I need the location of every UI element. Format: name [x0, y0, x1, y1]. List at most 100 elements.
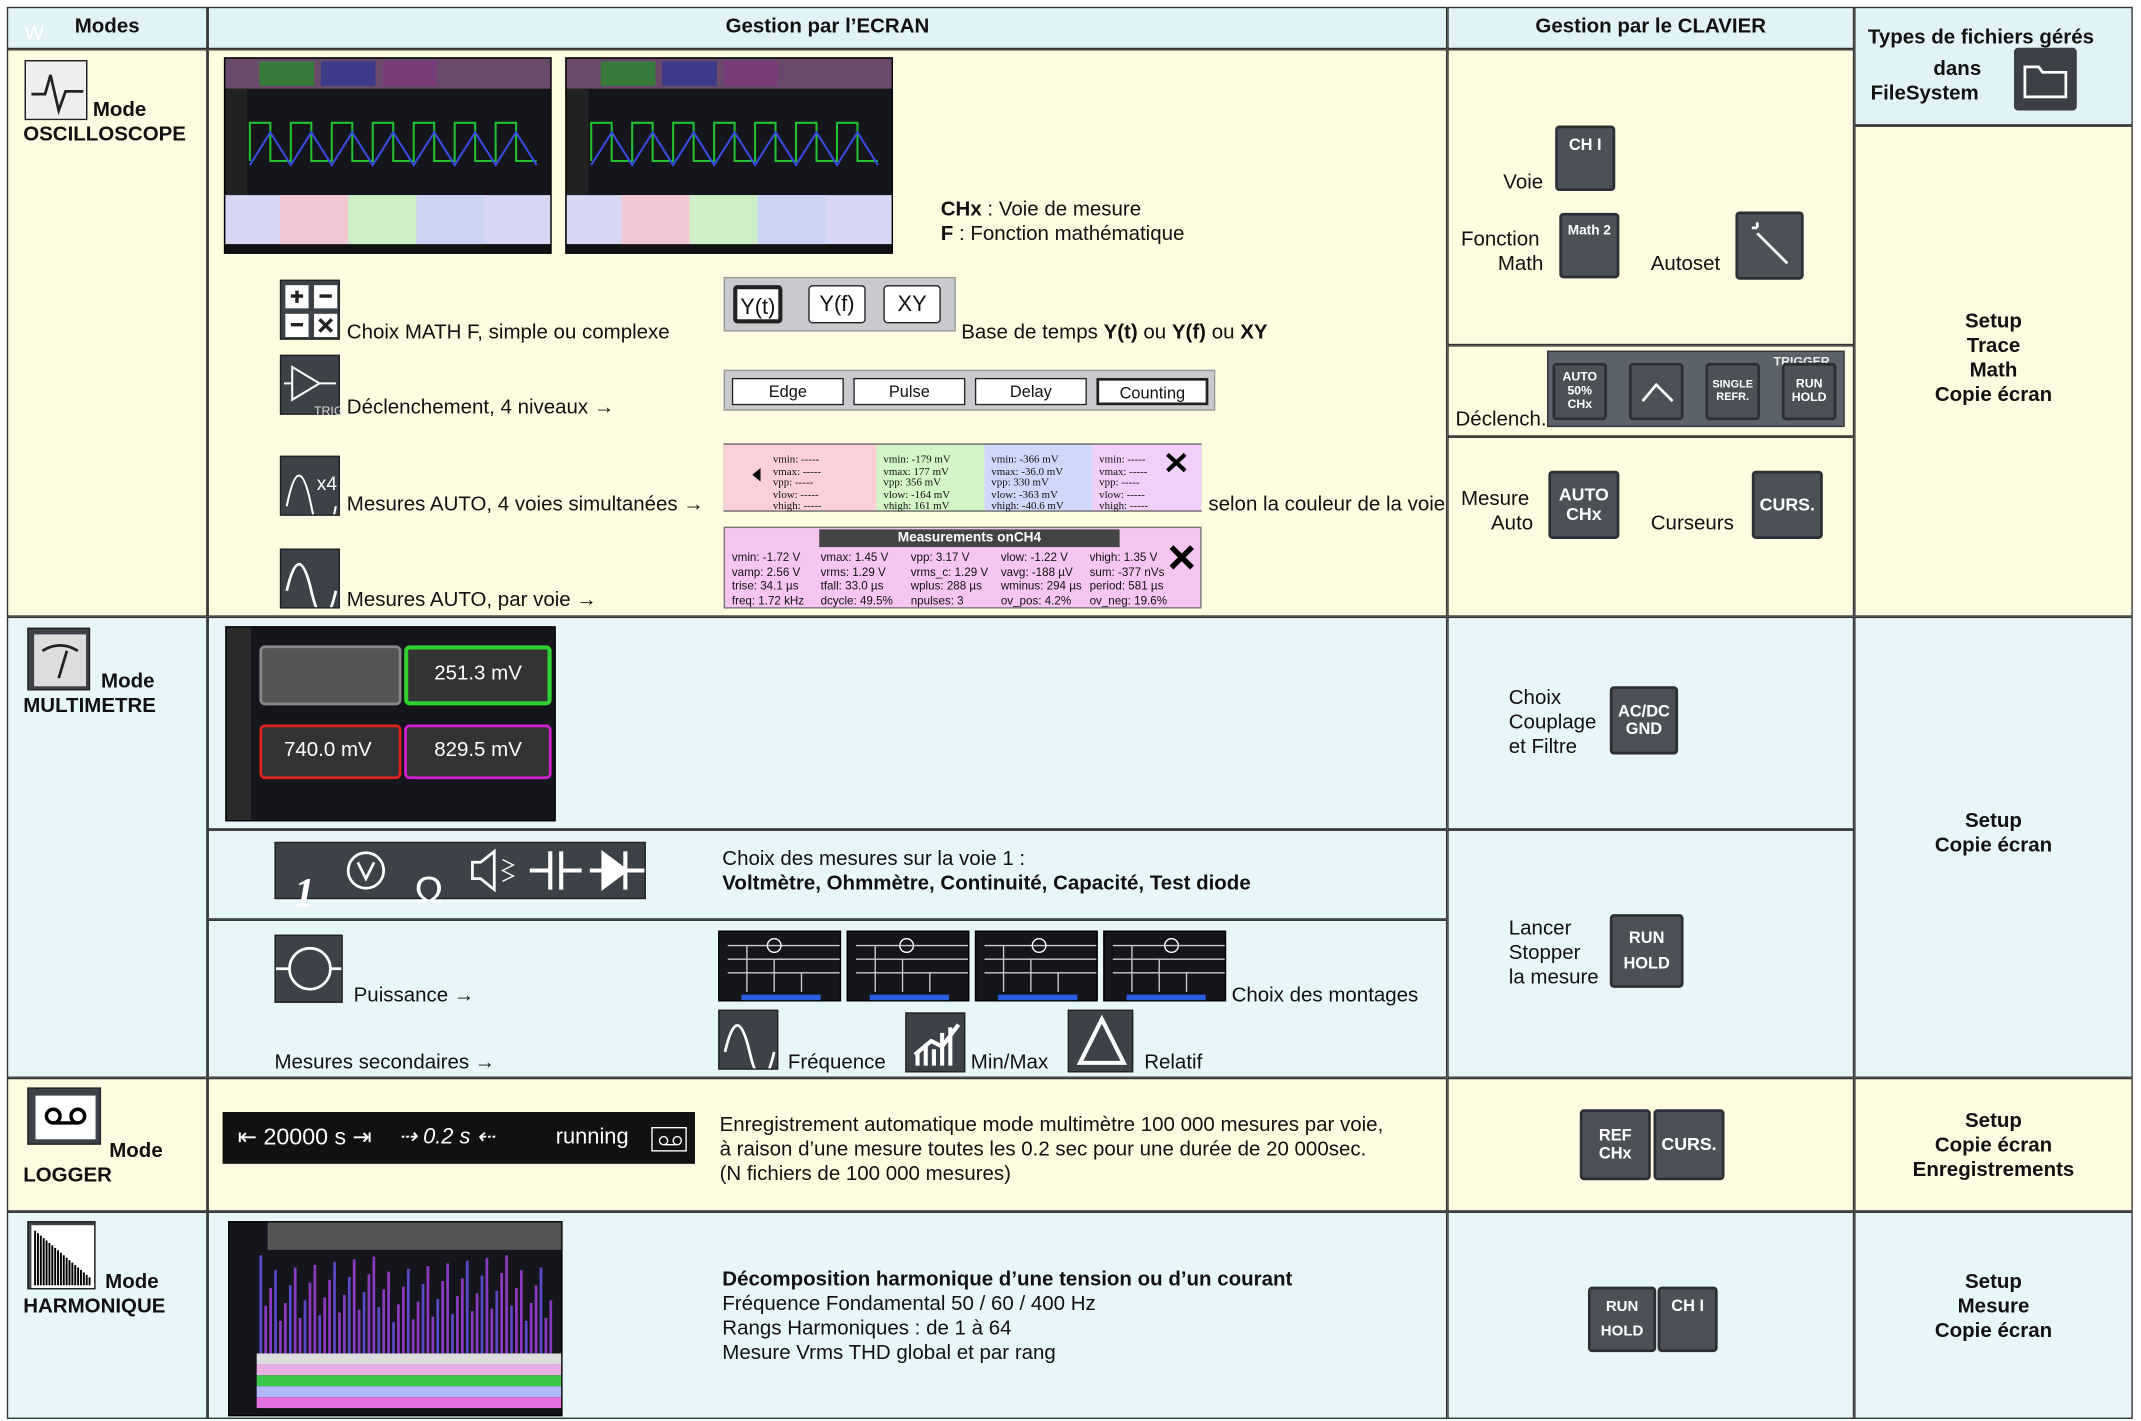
table-cell — [207, 6, 1448, 50]
text: ov_pos: 4.2% — [1000, 592, 1072, 607]
key — [1735, 211, 1804, 280]
text: vpp: 356 mV — [883, 476, 942, 489]
text: Mesures AUTO, 4 voies simultanées → — [346, 492, 704, 516]
screenshot — [228, 1221, 564, 1417]
text: Setup — [1965, 309, 2022, 333]
graphic — [913, 1023, 961, 1066]
screen-sidebar — [226, 627, 252, 821]
text: freq: 1.72 kHz — [731, 592, 805, 607]
graphic — [285, 562, 338, 619]
graphic — [1166, 452, 1187, 473]
table-cell — [1447, 829, 1855, 1078]
text: vrms: 1.29 V — [820, 564, 886, 578]
table-cell — [6, 616, 208, 1078]
text: Décomposition harmonique d’une tension o… — [722, 1267, 1293, 1291]
logger-bar — [222, 1111, 695, 1164]
key: SINGLE REFR. — [1705, 362, 1761, 421]
key-label: RUN — [1605, 1299, 1639, 1316]
key-label: RUN — [1628, 927, 1665, 947]
mode-icon — [1067, 1009, 1134, 1073]
key-label: GND — [1625, 719, 1663, 739]
text: Choix des mesures sur la voie 1 : — [722, 847, 1026, 871]
text: npulses: 3 — [910, 592, 964, 607]
table-cell — [1854, 6, 2133, 126]
text: Couplage — [1508, 710, 1597, 735]
channel-column: vmin: ----- vmax: ----- vpp: ----- vlow: --… — [723, 444, 877, 512]
graphic — [256, 1222, 564, 1409]
graphic — [35, 1095, 96, 1140]
tape-icon — [651, 1126, 687, 1152]
text: Choix des montages — [1231, 983, 1419, 1007]
text: Lancer — [1508, 916, 1572, 941]
table-cell — [1854, 616, 2133, 1078]
key: CH I — [1555, 125, 1616, 192]
text: Voie — [1503, 170, 1544, 194]
mode-icon — [718, 1009, 779, 1080]
text: Puissance → — [353, 983, 475, 1007]
text: TRIG — [314, 403, 344, 418]
key: CURS. — [1751, 470, 1823, 539]
text: 1 — [294, 870, 315, 916]
table-cell — [6, 6, 208, 50]
graphic — [284, 365, 336, 402]
text: Mode — [101, 669, 155, 694]
auto4-icon: x4 — [279, 455, 340, 538]
text: Fréquence — [787, 1050, 886, 1074]
capacitor-icon — [527, 846, 584, 895]
text-part: XY — [1240, 320, 1268, 344]
table-cell — [1447, 1077, 1855, 1212]
text: Fréquence Fondamental 50 / 60 / 400 Hz — [722, 1292, 1096, 1316]
text: trise: 34.1 µs — [731, 578, 799, 593]
text: FileSystem — [1870, 81, 1979, 106]
text: Déclenchement, 4 niveaux → — [346, 395, 615, 419]
text: Setup — [1965, 809, 2022, 833]
mode-icon — [27, 1087, 102, 1145]
text: vmin: ----- — [1099, 452, 1146, 466]
table-cell — [1447, 6, 1855, 50]
icon-strip — [274, 841, 646, 900]
graphic — [658, 1135, 683, 1146]
graphic — [471, 848, 515, 893]
screenshot — [223, 57, 553, 256]
diode-icon — [587, 846, 645, 895]
mode-icon — [27, 627, 91, 691]
text-part: ou — [1206, 320, 1241, 344]
text-part: : Voie de mesure — [981, 197, 1142, 222]
text: vrms_c: 1.29 V — [910, 564, 989, 578]
text-part: Y(t) — [1103, 320, 1138, 344]
text: (N fichiers de 100 000 mesures) — [719, 1162, 1011, 1186]
text: Fonction — [1460, 227, 1540, 252]
screenshot — [718, 930, 843, 1003]
text: sum: -377 nVs — [1089, 564, 1165, 578]
key — [1628, 362, 1684, 421]
text: vmax: 1.45 V — [820, 549, 889, 564]
key: AUTO CHx — [1548, 470, 1620, 539]
text: vpp: ----- — [772, 476, 814, 489]
graphic — [285, 285, 338, 338]
text: 251.3 mV — [434, 661, 522, 685]
text: Ω — [414, 869, 444, 912]
key: RUN HOLD — [1609, 914, 1684, 988]
key-label: AUTO — [1558, 483, 1609, 505]
key-label: Math 2 — [1567, 223, 1611, 239]
ch1-box — [259, 645, 402, 706]
text: Enregistrements — [1912, 1158, 2075, 1182]
text: vmax: ----- — [1099, 464, 1148, 477]
text: MULTIMETRE — [23, 694, 156, 718]
ch3-box — [259, 724, 402, 780]
text: Choix MATH F, simple ou complexe — [346, 320, 670, 344]
ch2-box — [404, 645, 552, 706]
text: Copie écran — [1934, 1319, 2053, 1343]
graphic — [723, 1023, 776, 1080]
text: selon la couleur de la voie — [1208, 492, 1446, 516]
text: vmin: -1.72 V — [731, 549, 801, 564]
table-cell — [6, 49, 208, 617]
mode-icon — [24, 60, 89, 122]
text: Mesures AUTO, par voie → — [346, 588, 597, 612]
text: et Filtre — [1508, 735, 1578, 759]
hand-icon — [733, 464, 766, 486]
text-line: Base de temps Y(t) ou Y(f) ou XY — [961, 320, 1268, 345]
trig-icon: TRIG — [279, 354, 344, 418]
text: vmin: -179 mV — [883, 452, 951, 466]
